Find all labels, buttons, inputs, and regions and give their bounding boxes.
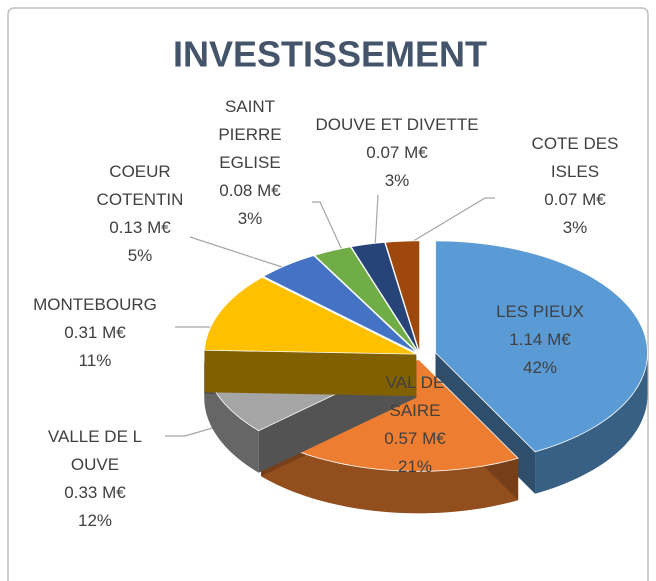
slice [313,246,419,354]
slice-value: 0.07 M€ [366,143,428,162]
slice-side [204,355,259,473]
slice-percent: 42% [522,358,558,377]
slice [203,276,417,397]
slice-cut [204,350,417,397]
data-label: COEUR COTENTIN 0.13 M€ 5% [85,158,195,270]
slice-side [535,352,648,494]
slice-name: SAINT PIERRE EGLISE [218,97,282,172]
slice-name: LES PIEUX [496,302,584,321]
slice [262,255,418,354]
slice-top [313,246,419,354]
slice-percent: 3% [562,218,588,237]
leader-line [312,201,343,251]
slice-side [261,434,519,514]
slice [350,241,420,354]
slice-value: 0.33 M€ [64,483,126,502]
data-label: SAINT PIERRE EGLISE 0.08 M€ 3% [210,93,290,233]
slice-percent: 5% [127,246,153,265]
slice-name: MONTEBOURG [33,295,157,314]
slice-percent: 12% [77,511,113,530]
slice-value: 0.08 M€ [219,181,281,200]
slice-top [384,240,421,353]
slice-top [435,240,648,453]
slice-value: 1.14 M€ [509,330,571,349]
data-label: MONTEBOURG 0.31 M€ 11% [20,291,170,375]
slice-value: 0.31 M€ [64,323,126,342]
pie [203,240,648,514]
slice-percent: 21% [397,457,433,476]
data-label: COTE DES ISLES 0.07 M€ 3% [525,130,625,242]
data-label: VAL DE SAIRE 0.57 M€ 21% [375,369,455,481]
data-label: VALLE DE L OUVE 0.33 M€ 12% [30,423,160,535]
slice-percent: 3% [237,209,263,228]
leader-line [374,194,379,249]
leader-line [404,197,495,247]
chart-title: INVESTISSEMENT [173,34,487,75]
slice-name: COTE DES ISLES [531,134,619,181]
slice-top [350,241,420,354]
data-label: DOUVE ET DIVETTE 0.07 M€ 3% [292,111,502,195]
slice-name: VAL DE SAIRE [385,373,445,420]
slice-name: VALLE DE L OUVE [47,427,143,474]
slice-top [203,276,417,355]
slice-value: 0.57 M€ [384,429,446,448]
leader-line [189,236,286,269]
slice-value: 0.07 M€ [544,190,606,209]
slice-name: DOUVE ET DIVETTE [315,115,479,134]
slice-name: COEUR COTENTIN [96,162,184,209]
slice-percent: 3% [384,171,410,190]
slice [384,240,421,353]
slice-percent: 11% [78,351,112,370]
slice-top [262,255,418,354]
data-label: LES PIEUX 1.14 M€ 42% [490,298,590,382]
slice-value: 0.13 M€ [109,218,171,237]
